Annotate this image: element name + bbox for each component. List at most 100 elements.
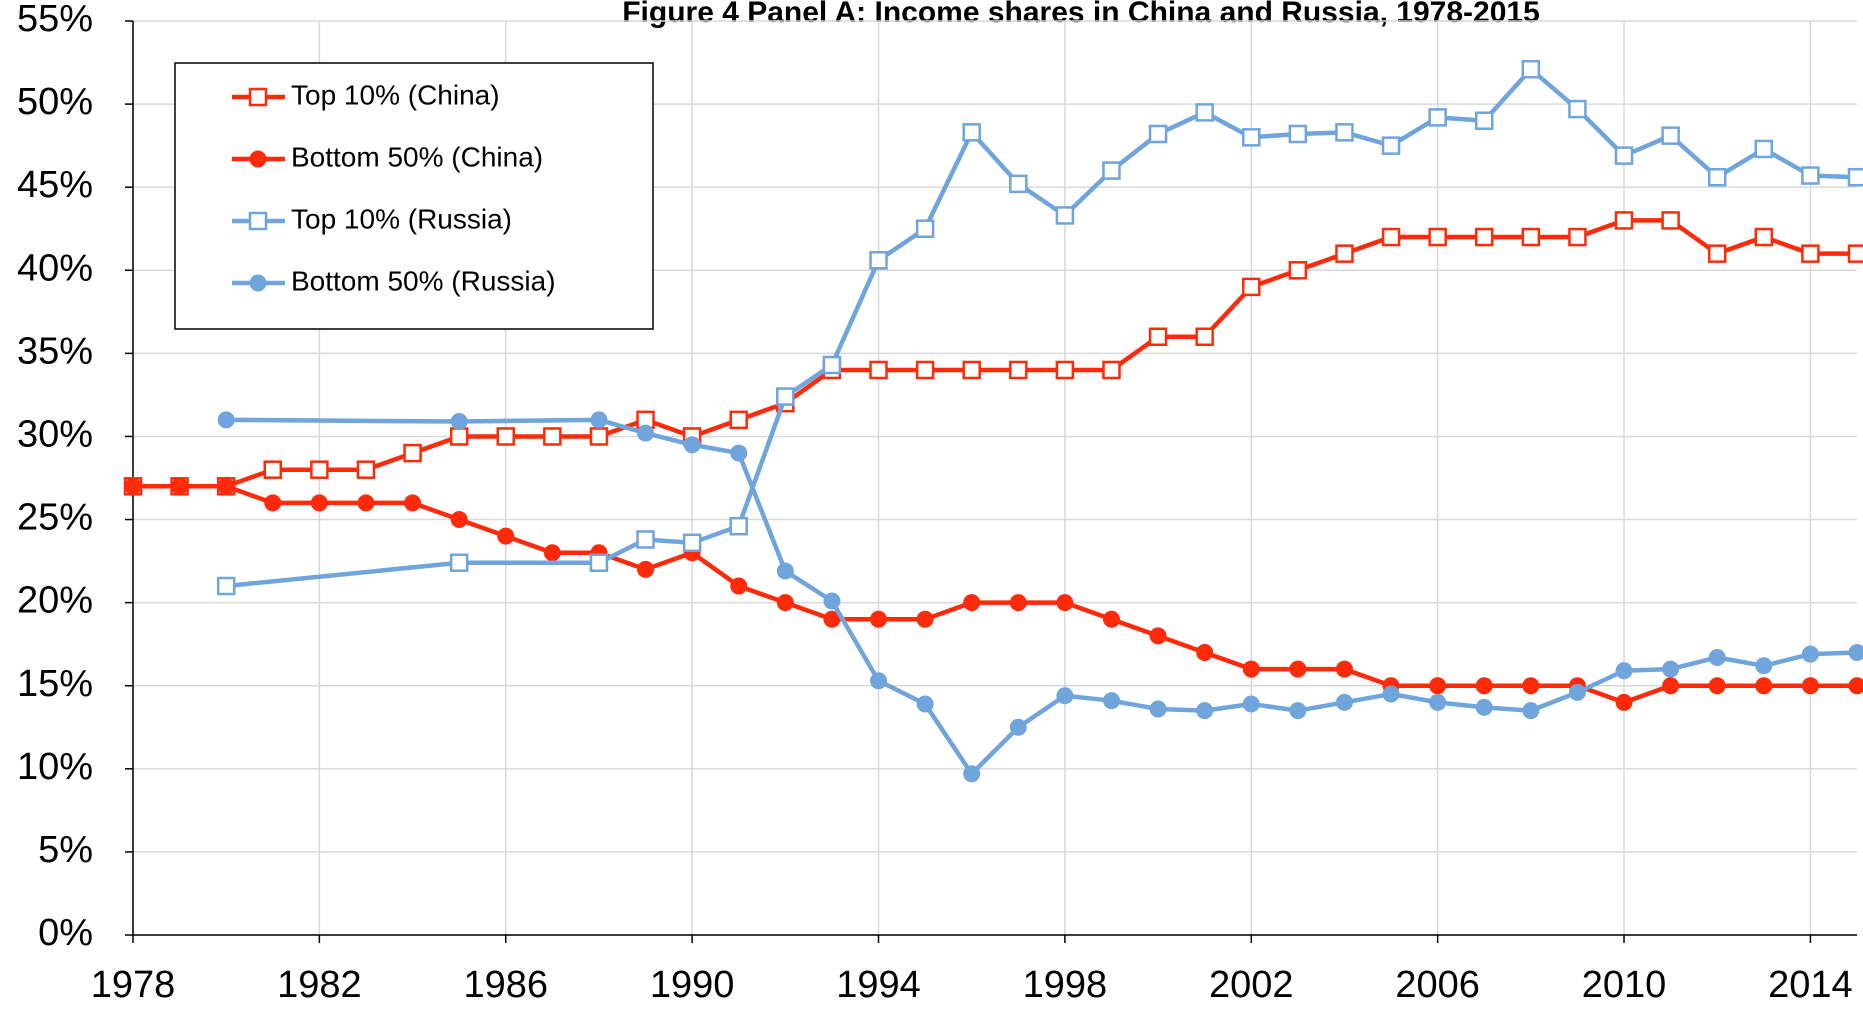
point [1429, 693, 1447, 711]
point [264, 494, 282, 512]
point [1382, 685, 1400, 703]
x-tick-label: 1994 [836, 964, 921, 1006]
point [683, 436, 701, 454]
point [776, 562, 794, 580]
point [1381, 227, 1401, 247]
point [263, 460, 283, 479]
point [124, 477, 142, 495]
point [1056, 687, 1074, 705]
point [1428, 108, 1447, 127]
x-tick-label: 2010 [1582, 964, 1667, 1006]
point [1474, 227, 1494, 247]
point [637, 424, 655, 442]
x-tick-label: 1998 [1023, 964, 1108, 1006]
point [1242, 660, 1260, 678]
point [916, 695, 934, 713]
point [1614, 211, 1634, 230]
point [962, 360, 981, 380]
point [590, 411, 608, 429]
point [1661, 211, 1680, 230]
point [636, 530, 655, 549]
point [1335, 244, 1354, 263]
point [496, 427, 516, 446]
y-tick-label: 35% [17, 330, 93, 372]
point [1474, 111, 1494, 130]
point [637, 560, 655, 578]
point [589, 553, 609, 573]
point [1707, 244, 1727, 263]
point [870, 672, 888, 690]
x-tick-label: 1982 [277, 964, 362, 1006]
point [589, 427, 609, 446]
point [962, 123, 981, 142]
y-tick-label: 55% [17, 0, 93, 40]
point [1149, 627, 1167, 645]
point [1521, 59, 1541, 79]
point [1568, 683, 1586, 701]
point [776, 594, 794, 612]
y-tick-label: 15% [17, 663, 93, 705]
point [1615, 662, 1633, 680]
legend-label: Top 10% (Russia) [291, 203, 512, 234]
point [1755, 657, 1773, 675]
point [1661, 126, 1680, 145]
point [217, 411, 235, 429]
point [1102, 692, 1120, 710]
series-line [133, 484, 1857, 705]
point [310, 460, 329, 479]
point [1847, 244, 1863, 263]
point [1755, 677, 1773, 695]
point [1009, 594, 1027, 612]
point [1708, 648, 1726, 666]
x-tick-label: 1978 [91, 964, 176, 1006]
point [1195, 103, 1214, 122]
y-tick-label: 20% [17, 580, 93, 622]
point [1102, 360, 1121, 380]
legend-marker [248, 87, 268, 107]
x-tick-label: 1990 [650, 964, 735, 1006]
point [1288, 261, 1308, 280]
point [1242, 277, 1261, 297]
point [1148, 327, 1168, 346]
point [1521, 227, 1541, 247]
legend-marker [248, 211, 268, 231]
point [1615, 693, 1633, 711]
point [823, 610, 841, 628]
point [1102, 161, 1121, 180]
point [497, 527, 515, 545]
point [1801, 166, 1820, 185]
point [217, 477, 235, 495]
point [1055, 206, 1075, 225]
x-tick-label: 1986 [463, 964, 548, 1006]
point [1102, 610, 1120, 628]
point [1568, 99, 1587, 119]
point [915, 219, 935, 238]
point [171, 477, 189, 495]
point [449, 553, 469, 573]
point [822, 355, 842, 375]
point [1288, 124, 1308, 144]
y-tick-label: 30% [17, 413, 93, 455]
x-tick-label: 2002 [1209, 964, 1294, 1006]
y-tick-label: 50% [17, 81, 93, 123]
point [729, 410, 748, 430]
point [1381, 136, 1401, 155]
y-tick-label: 10% [17, 746, 93, 788]
point [915, 360, 935, 380]
point [1801, 677, 1819, 695]
point [1335, 123, 1354, 142]
y-tick-label: 0% [38, 912, 93, 954]
point [404, 494, 422, 512]
point [1429, 677, 1447, 695]
point [1614, 146, 1634, 165]
point [730, 577, 748, 595]
series [216, 59, 1863, 596]
point [1009, 360, 1028, 380]
point [1847, 167, 1863, 187]
point [963, 765, 981, 783]
point [1801, 645, 1819, 663]
point [1662, 677, 1680, 695]
point [1522, 677, 1540, 695]
point [403, 443, 422, 463]
point [1848, 677, 1863, 695]
